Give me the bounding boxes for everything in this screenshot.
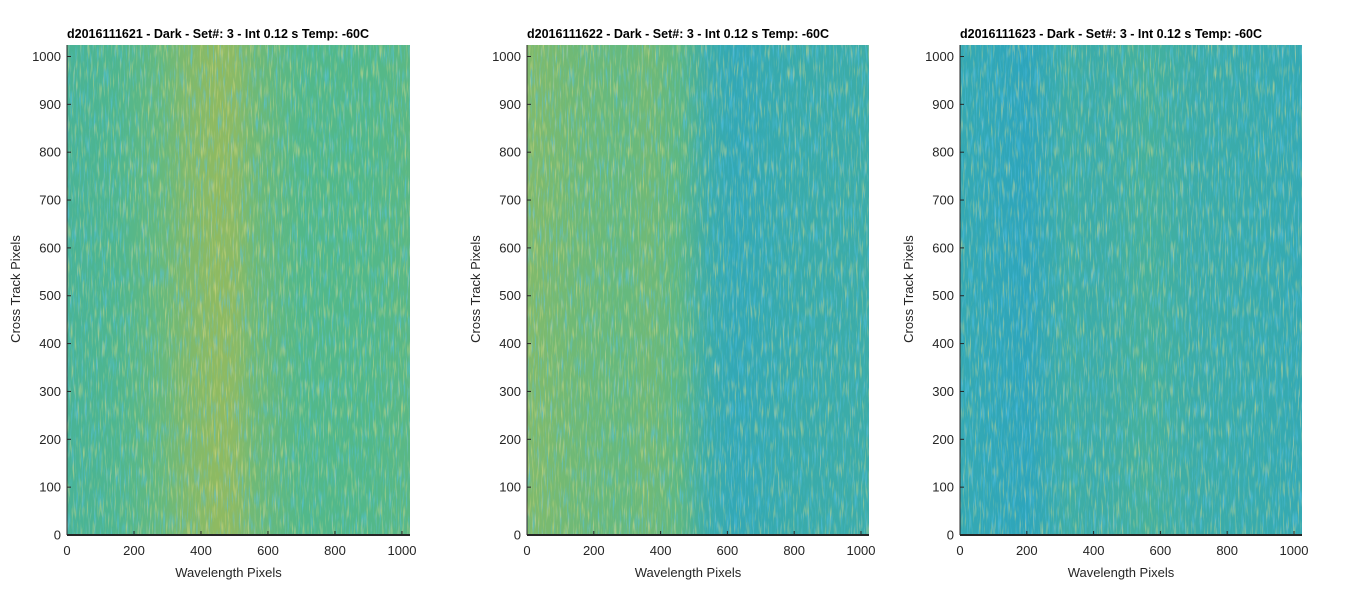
y-tick-label: 1000 [925, 49, 954, 64]
y-tick-label: 0 [947, 528, 954, 543]
x-tick-label: 0 [63, 543, 70, 558]
chart-title: d2016111621 - Dark - Set#: 3 - Int 0.12 … [67, 27, 369, 41]
y-tick-label: 600 [499, 240, 521, 255]
x-tick-label: 0 [956, 543, 963, 558]
x-axis-label: Wavelength Pixels [175, 565, 282, 580]
y-tick-label: 800 [932, 145, 954, 160]
x-tick-label: 400 [1083, 543, 1105, 558]
y-tick-label: 100 [39, 480, 61, 495]
x-tick-label: 600 [1150, 543, 1172, 558]
y-tick-label: 700 [39, 193, 61, 208]
y-tick-label: 200 [932, 432, 954, 447]
y-tick-label: 200 [499, 432, 521, 447]
y-tick-label: 0 [54, 528, 61, 543]
heatmap-texture [527, 45, 869, 535]
y-tick-label: 700 [932, 193, 954, 208]
x-tick-label: 800 [324, 543, 346, 558]
y-tick-label: 300 [499, 384, 521, 399]
y-tick-label: 800 [39, 145, 61, 160]
y-axis-label: Cross Track Pixels [468, 235, 483, 343]
y-tick-label: 800 [499, 145, 521, 160]
x-tick-label: 800 [1216, 543, 1238, 558]
y-tick-label: 400 [39, 336, 61, 351]
x-tick-label: 200 [1016, 543, 1038, 558]
x-tick-label: 200 [123, 543, 145, 558]
x-tick-label: 600 [257, 543, 279, 558]
y-tick-label: 300 [39, 384, 61, 399]
y-tick-label: 500 [39, 288, 61, 303]
y-tick-label: 100 [932, 480, 954, 495]
y-tick-label: 900 [932, 97, 954, 112]
y-tick-label: 300 [932, 384, 954, 399]
heatmap-texture [67, 45, 410, 535]
heatmap-panel-2: 0 200 400 600 800 1000 0 100 200 300 400 500 600 700 8… [468, 27, 875, 580]
x-tick-label: 400 [190, 543, 212, 558]
y-axis-label: Cross Track Pixels [901, 235, 916, 343]
y-tick-label: 1000 [32, 49, 61, 64]
y-tick-label: 900 [499, 97, 521, 112]
y-tick-label: 100 [499, 480, 521, 495]
x-tick-label: 1000 [1280, 543, 1309, 558]
chart-title: d2016111623 - Dark - Set#: 3 - Int 0.12 … [960, 27, 1262, 41]
y-tick-label: 400 [499, 336, 521, 351]
y-tick-label: 500 [932, 288, 954, 303]
heatmap-panel-1: 0 200 400 600 800 1000 0 100 200 300 400 500 600 700 8… [8, 27, 416, 580]
y-tick-label: 600 [39, 240, 61, 255]
x-axis-label: Wavelength Pixels [1068, 565, 1175, 580]
x-tick-label: 800 [783, 543, 805, 558]
y-tick-label: 500 [499, 288, 521, 303]
x-tick-label: 400 [650, 543, 672, 558]
x-tick-label: 1000 [388, 543, 417, 558]
y-tick-label: 400 [932, 336, 954, 351]
x-tick-label: 200 [583, 543, 605, 558]
heatmap-texture [960, 45, 1302, 535]
x-tick-label: 600 [717, 543, 739, 558]
y-tick-label: 200 [39, 432, 61, 447]
y-axis-label: Cross Track Pixels [8, 235, 23, 343]
heatmap-panel-3: 0 200 400 600 800 1000 0 100 200 300 400 500 600 700 8… [901, 27, 1308, 580]
y-tick-label: 700 [499, 193, 521, 208]
chart-title: d2016111622 - Dark - Set#: 3 - Int 0.12 … [527, 27, 829, 41]
x-axis-label: Wavelength Pixels [635, 565, 742, 580]
y-tick-label: 1000 [492, 49, 521, 64]
y-tick-label: 900 [39, 97, 61, 112]
y-tick-label: 600 [932, 240, 954, 255]
y-tick-label: 0 [514, 528, 521, 543]
x-tick-label: 0 [523, 543, 530, 558]
x-tick-label: 1000 [847, 543, 876, 558]
